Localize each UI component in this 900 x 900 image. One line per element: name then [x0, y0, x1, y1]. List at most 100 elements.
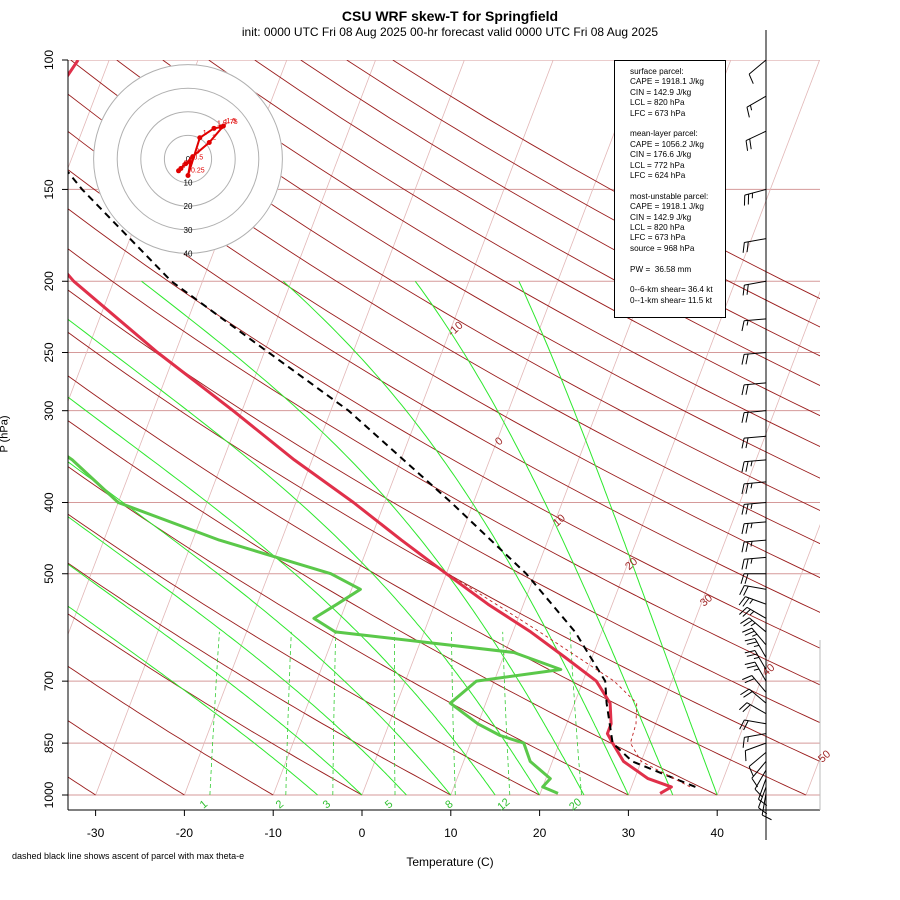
mixing-ratio-line [569, 631, 582, 796]
y-tick-label: 500 [42, 563, 56, 583]
mixing-ratio-line [451, 631, 456, 796]
info-line: LFC = 673 hPa [630, 233, 686, 243]
wind-barb [741, 318, 767, 332]
wind-barb [742, 238, 767, 253]
isotherm-line [95, 60, 376, 796]
wind-barb [741, 435, 767, 449]
wind-barb [761, 793, 772, 821]
dry-adiabat [68, 130, 820, 579]
parcel-info-box: surface parcel: CAPE = 1918.1 J/kg CIN =… [614, 60, 726, 318]
info-line: LFC = 673 hPa [630, 108, 686, 118]
dry-adiabat [68, 562, 452, 796]
moist-adiabat [68, 563, 363, 796]
dry-adiabat [68, 169, 820, 613]
mixing-ratio-line [393, 631, 396, 795]
info-line: source = 968 hPa [630, 243, 695, 253]
mixing-ratio-label: 8 [443, 798, 455, 811]
isotherm-line [184, 60, 465, 796]
dry-adiabat [68, 331, 820, 762]
info-line: mean-layer parcel: [630, 129, 698, 139]
wind-barb [742, 627, 767, 646]
info-line: most-unstable parcel: [630, 191, 709, 201]
info-line: LCL = 772 hPa [630, 160, 685, 170]
wind-barb [748, 59, 767, 84]
wind-barb [741, 539, 767, 553]
wind-barb [741, 351, 767, 365]
x-tick-label: -30 [87, 826, 105, 840]
y-axis-label: P (hPa) [0, 415, 11, 452]
mixing-ratio-label: 12 [495, 796, 512, 813]
most-unstable-parcel-block: most-unstable parcel: CAPE = 1918.1 J/kg… [630, 192, 721, 254]
moist-adiabat [68, 461, 452, 796]
chart-title: CSU WRF skew-T for Springfield [341, 8, 559, 24]
mixing-ratio-line [209, 631, 220, 796]
wind-barb [741, 556, 767, 570]
profile-curves [68, 60, 696, 795]
wind-barb [758, 786, 768, 815]
hodograph-ring-label: 30 [184, 226, 193, 235]
mixing-ratio-line [502, 631, 511, 796]
moist-adiabat [68, 318, 541, 796]
dry-adiabat [68, 93, 820, 545]
wind-barb [742, 733, 767, 748]
hodograph-ring-label: 0 [186, 155, 191, 164]
dry-adiabat [116, 60, 820, 479]
y-tick-label: 400 [42, 492, 56, 512]
chart-subtitle: init: 0000 UTC Fri 08 Aug 2025 00-hr for… [241, 25, 659, 39]
wind-barbs [738, 59, 772, 821]
wind-barb [745, 130, 767, 151]
wind-barb [740, 617, 767, 633]
dry-adiabat [68, 208, 820, 649]
info-line: LCL = 820 hPa [630, 98, 685, 108]
dry-adiabat [68, 420, 718, 796]
hodograph-point-label: 5 [184, 160, 188, 167]
hodograph-point [190, 154, 196, 160]
dry-adiabat [208, 60, 820, 417]
hodograph-point-label: 0.5 [193, 155, 203, 162]
precipitable-water: PW = 36.58 mm [630, 265, 721, 275]
x-tick-label: -20 [176, 826, 194, 840]
y-tick-label: 1000 [42, 781, 56, 808]
x-tick-label: -10 [265, 826, 283, 840]
wind-barb [748, 751, 767, 777]
mixing-ratio-label: 20 [567, 796, 584, 813]
dry-adiabat [300, 60, 820, 357]
info-line: LCL = 820 hPa [630, 223, 685, 233]
wind-barb [741, 410, 767, 423]
hodograph-point [185, 173, 191, 179]
wind-barb [751, 761, 767, 788]
dry-adiabat [68, 613, 363, 796]
hodograph-background [93, 64, 283, 254]
hodograph-point [197, 135, 203, 141]
dry-adiabat [70, 60, 820, 511]
hodograph-point-label: 1.75 [224, 119, 238, 126]
wind-barb [741, 502, 767, 515]
info-line: CAPE = 1918.1 J/kg [630, 77, 704, 87]
y-tick-label: 300 [42, 400, 56, 420]
wind-barb [739, 702, 767, 715]
wind-barb [740, 573, 766, 584]
wind-barb [741, 521, 767, 535]
hodograph-point-label: 0.25 [191, 168, 205, 175]
mixing-ratio-label: 1 [198, 798, 210, 811]
wind-barb [739, 606, 767, 619]
mixing-ratio-label: 2 [274, 798, 286, 811]
info-line: CAPE = 1918.1 J/kg [630, 202, 704, 212]
wind-barb [739, 585, 767, 596]
dry-adiabat [162, 60, 820, 448]
dry-adiabat [68, 720, 185, 796]
x-axis-label: Temperature (C) [406, 855, 494, 869]
y-tick-label: 100 [42, 50, 56, 70]
isotherm-line [272, 60, 554, 796]
hodograph-point [187, 160, 193, 166]
mixing-ratio-line [285, 631, 292, 796]
wind-barb [741, 382, 767, 396]
dry-adiabat [254, 60, 820, 386]
wind-barb [741, 481, 767, 495]
info-line: 0--6-km shear= 36.4 kt [630, 285, 713, 295]
info-line: CAPE = 1056.2 J/kg [630, 139, 704, 149]
wind-barb [746, 95, 767, 118]
wind-barb [744, 649, 767, 670]
info-line: CIN = 142.9 J/kg [630, 87, 692, 97]
info-line: 0--1-km shear= 11.5 kt [630, 295, 712, 305]
